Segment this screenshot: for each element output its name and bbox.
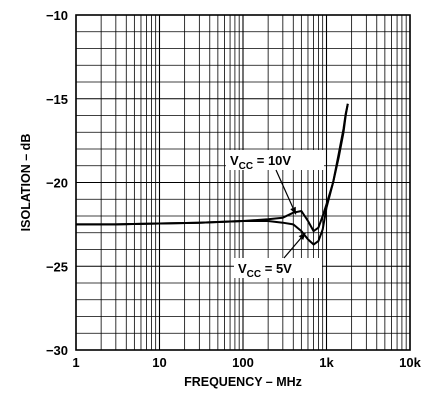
annotation-box	[226, 150, 324, 170]
chart-grid	[75, 14, 411, 351]
annotation-leader	[275, 169, 297, 215]
x-axis-label: FREQUENCY – MHz	[184, 375, 302, 389]
plot-frame	[75, 14, 411, 351]
y-axis-label: ISOLATION – dB	[19, 134, 33, 232]
x-tick-label: 10	[152, 355, 166, 370]
annotation-arrowhead	[290, 206, 296, 215]
series-annotation-label: VCC = 5V	[238, 261, 292, 280]
series-layer	[76, 103, 349, 246]
x-tick-label: 10k	[399, 355, 421, 370]
tick-labels: 1 10 100 1k 10k −10 −15 −20 −25 −30	[46, 8, 422, 370]
series-annotation-label: VCC = 10V	[230, 153, 291, 172]
y-tick-label: −15	[46, 92, 68, 107]
y-tick-label: −25	[46, 259, 68, 274]
x-tick-label: 100	[232, 355, 254, 370]
x-tick-label: 1k	[319, 355, 334, 370]
y-tick-label: −30	[46, 343, 68, 358]
y-tick-label: −20	[46, 176, 68, 191]
x-tick-label: 1	[72, 355, 79, 370]
annotation-layer: VCC = 10V VCC = 5V	[226, 150, 324, 280]
annotation-box	[234, 258, 322, 278]
annotation-arrowhead	[298, 232, 306, 241]
y-tick-label: −10	[46, 8, 68, 23]
series-line-vcc-5v	[76, 103, 349, 246]
